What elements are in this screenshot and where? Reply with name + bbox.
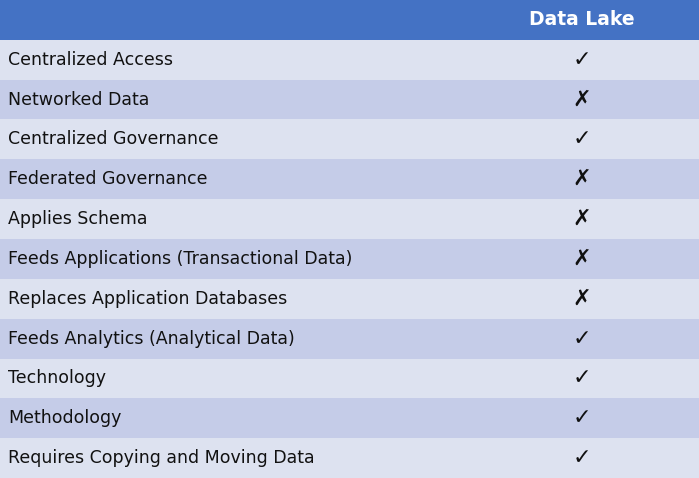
Text: Technology: Technology [8,369,106,387]
Text: ✓: ✓ [572,130,591,150]
Bar [464,398,699,438]
Bar [0,0,464,40]
Text: ✗: ✗ [572,209,591,229]
Bar [464,159,699,199]
Bar [464,40,699,80]
Text: Feeds Applications (Transactional Data): Feeds Applications (Transactional Data) [8,250,353,268]
Text: ✗: ✗ [572,249,591,269]
Bar [0,358,464,398]
Text: Methodology: Methodology [8,409,122,427]
Text: Requires Copying and Moving Data: Requires Copying and Moving Data [8,449,315,467]
Text: ✓: ✓ [572,369,591,389]
Text: ✗: ✗ [572,89,591,109]
Text: Data Lake: Data Lake [528,11,635,30]
Bar [464,0,699,40]
Bar [464,438,699,478]
Text: ✓: ✓ [572,408,591,428]
Text: Feeds Analytics (Analytical Data): Feeds Analytics (Analytical Data) [8,330,295,348]
Bar [0,80,464,120]
Bar [0,40,464,80]
Bar [0,279,464,319]
Text: Networked Data: Networked Data [8,91,150,109]
Text: Replaces Application Databases: Replaces Application Databases [8,290,287,308]
Bar [0,120,464,159]
Text: Centralized Governance: Centralized Governance [8,130,219,148]
Bar [464,358,699,398]
Bar [0,239,464,279]
Bar [464,319,699,358]
Text: ✗: ✗ [572,289,591,309]
Text: Federated Governance: Federated Governance [8,170,208,188]
Bar [464,239,699,279]
Bar [0,159,464,199]
Bar [464,80,699,120]
Text: ✗: ✗ [572,169,591,189]
Text: Applies Schema: Applies Schema [8,210,148,228]
Text: ✓: ✓ [572,50,591,70]
Bar [0,438,464,478]
Bar [0,319,464,358]
Bar [464,199,699,239]
Text: Centralized Access: Centralized Access [8,51,173,69]
Bar [464,120,699,159]
Bar [0,398,464,438]
Bar [0,199,464,239]
Bar [464,279,699,319]
Text: ✓: ✓ [572,448,591,468]
Text: ✓: ✓ [572,328,591,348]
